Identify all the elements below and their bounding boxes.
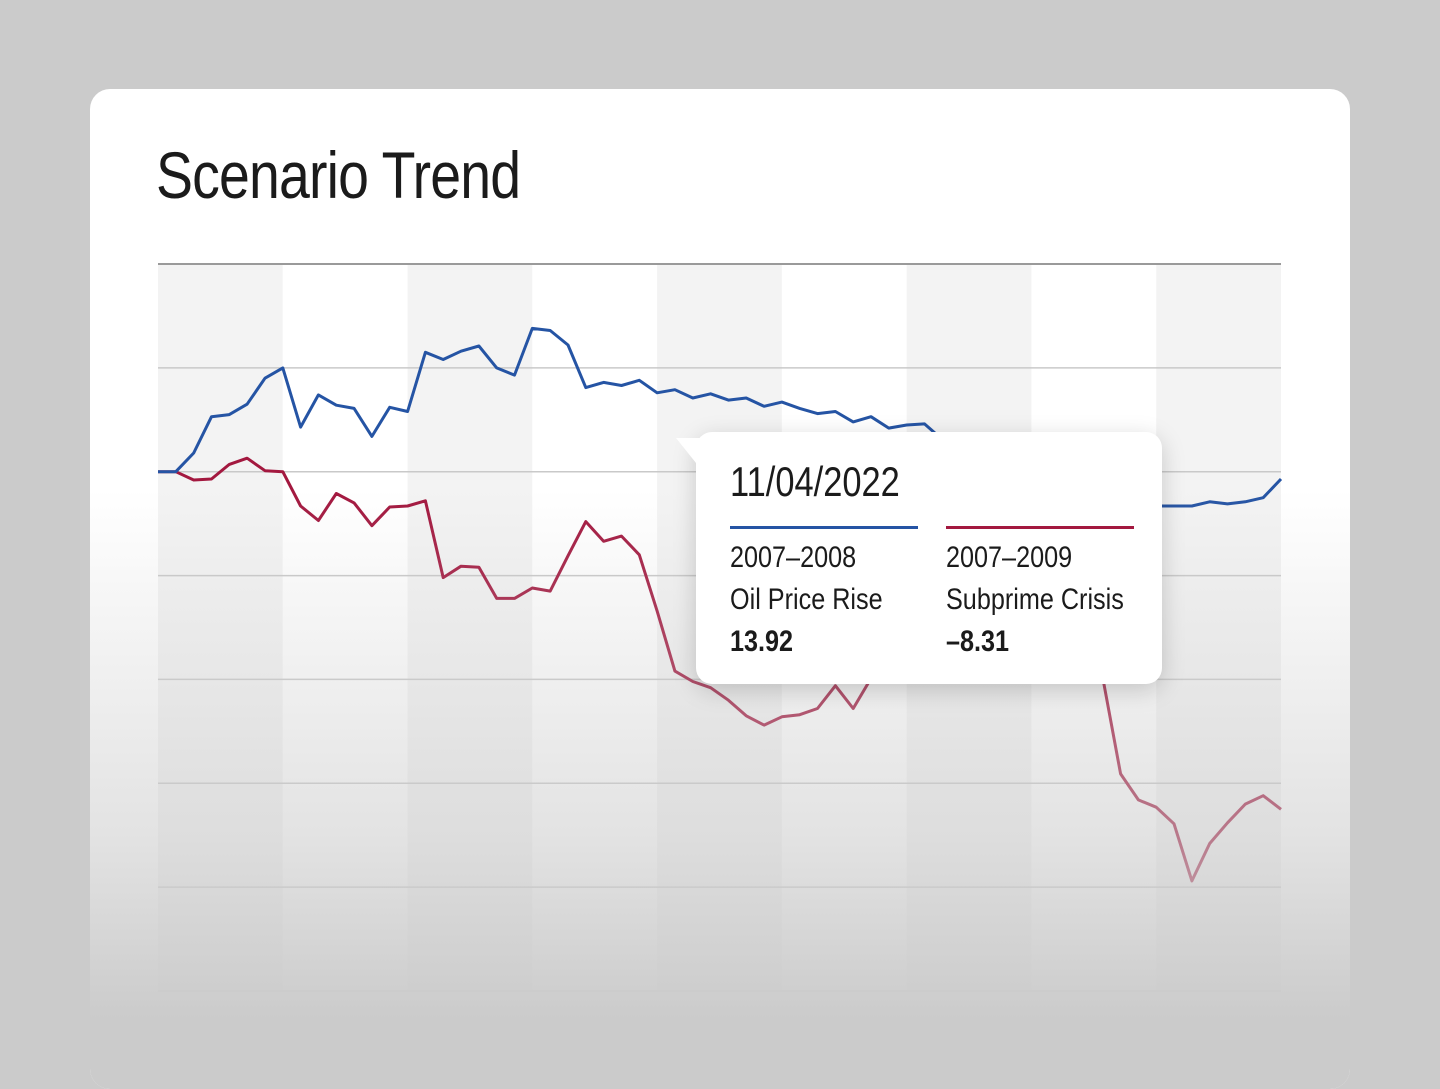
tooltip-series-name: Subprime Crisis (946, 583, 1124, 616)
tooltip-series-subprime: 2007–2009 Subprime Crisis –8.31 (946, 526, 1134, 663)
tooltip-series-period: 2007–2009 (946, 541, 1073, 574)
tooltip-series-oil: 2007–2008 Oil Price Rise 13.92 (730, 526, 918, 663)
hover-tooltip: 11/04/2022 2007–2008 Oil Price Rise 13.9… (676, 432, 1162, 684)
tooltip-series-color-rule (730, 526, 918, 529)
tooltip-series-value: –8.31 (946, 625, 1010, 658)
plot-band (532, 264, 658, 991)
plot-band (282, 264, 408, 991)
plot-band (1156, 264, 1281, 991)
plot-band (407, 264, 533, 991)
tooltip-series-name: Oil Price Rise (730, 583, 883, 616)
plot-band (158, 264, 283, 991)
tooltip-series-value: 13.92 (730, 625, 794, 658)
tooltip-date: 11/04/2022 (730, 458, 900, 505)
tooltip-caret (676, 438, 700, 468)
tooltip-series-period: 2007–2008 (730, 541, 857, 574)
tooltip-series-color-rule (946, 526, 1134, 529)
chart-card: Scenario Trend 11/04/2022 2007–2008 Oil … (90, 89, 1350, 1089)
